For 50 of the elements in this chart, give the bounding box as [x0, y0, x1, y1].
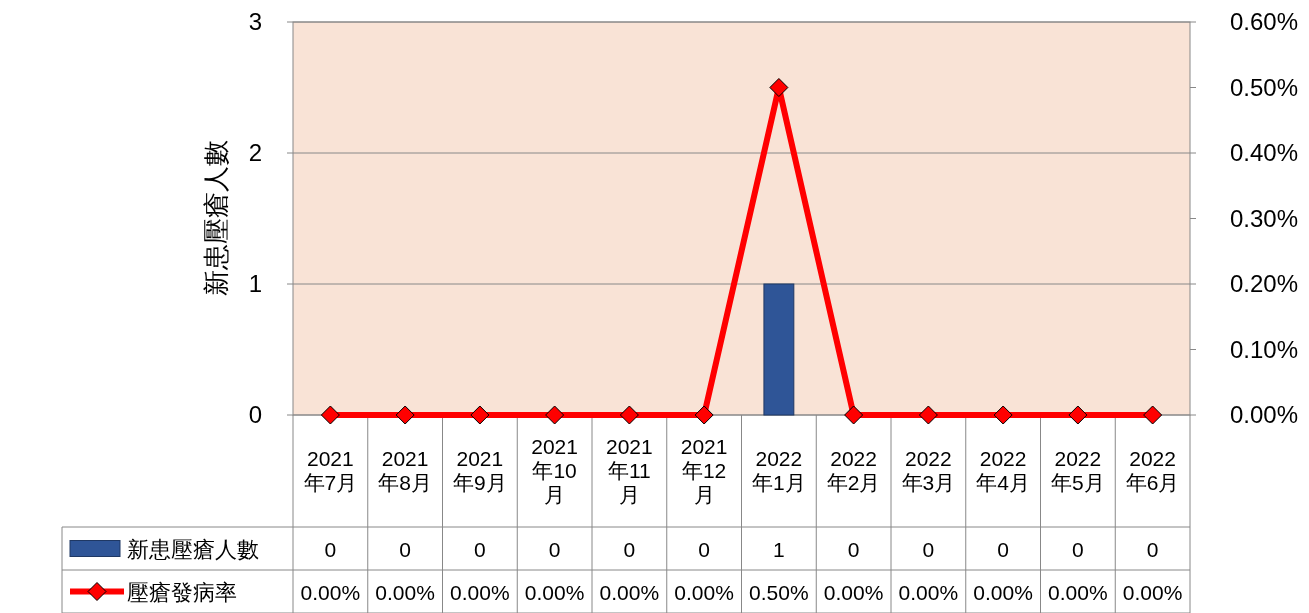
data-label: 0.00%: [524, 580, 585, 604]
data-label: 0.00%: [973, 580, 1033, 604]
y2-tick-label: 0.10%: [1229, 335, 1298, 363]
x-tick-label: 2022年6月: [1125, 446, 1180, 494]
y-tick-label: 1: [248, 270, 262, 297]
y2-tick-label: 0.30%: [1229, 204, 1298, 232]
data-label: 0: [474, 537, 486, 561]
data-label: 0.00%: [450, 580, 510, 604]
data-label: 0: [1072, 537, 1084, 561]
y2-tick-label: 0.20%: [1229, 270, 1298, 297]
data-label: 0: [399, 537, 411, 561]
data-label: 0: [847, 537, 860, 561]
data-label: 0: [698, 537, 710, 561]
data-label: 0: [922, 537, 935, 561]
x-tick-label: 2022年1月: [752, 446, 806, 494]
data-label: 0.00%: [674, 580, 734, 604]
x-tick-label: 2021年12月: [680, 434, 728, 506]
data-label: 0: [1146, 537, 1159, 561]
data-label: 1: [773, 537, 785, 561]
data-label: 0: [997, 537, 1009, 561]
x-tick-label: 2021年7月: [303, 446, 358, 494]
legend-label: 壓瘡發病率: [127, 579, 237, 605]
y2-tick-label: 0.40%: [1229, 139, 1298, 166]
x-tick-label: 2021年9月: [453, 446, 507, 494]
legend-label: 新患壓瘡人數: [127, 536, 259, 562]
data-label: 0: [324, 537, 337, 561]
y2-tick-label: 0.00%: [1229, 401, 1298, 428]
data-label: 0.50%: [749, 580, 809, 604]
data-label: 0.00%: [823, 580, 884, 604]
data-label: 0.00%: [300, 580, 361, 604]
data-label: 0.00%: [599, 580, 660, 604]
x-tick-label: 2021年8月: [378, 446, 432, 494]
data-label: 0.00%: [898, 580, 959, 604]
x-tick-label: 2021年10月: [531, 434, 578, 506]
x-tick-label: 2022年2月: [826, 446, 881, 494]
y2-tick-label: 0.60%: [1229, 8, 1298, 35]
x-tick-label: 2022年5月: [1051, 446, 1105, 494]
data-label: 0.00%: [1048, 580, 1108, 604]
data-label: 0.00%: [375, 580, 435, 604]
x-tick-label: 2021年11月: [606, 434, 653, 506]
data-label: 0: [548, 537, 561, 561]
y-axis-title: 新患壓瘡人數: [201, 140, 231, 296]
data-label: 0.00%: [1122, 580, 1183, 604]
y-tick-label: 3: [248, 8, 262, 35]
x-tick-label: 2022年3月: [901, 446, 956, 494]
data-label: 0: [623, 537, 636, 561]
y-tick-label: 2: [248, 139, 262, 166]
y2-tick-label: 0.50%: [1229, 73, 1298, 101]
x-tick-label: 2022年4月: [976, 446, 1030, 494]
y-tick-label: 0: [248, 401, 262, 428]
